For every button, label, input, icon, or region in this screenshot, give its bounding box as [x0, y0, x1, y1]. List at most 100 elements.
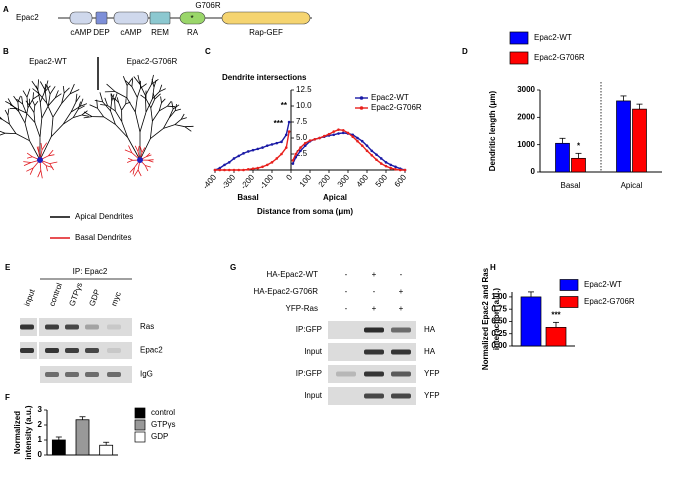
legend-text: Apical Dendrites	[75, 212, 133, 221]
legend-swatch	[509, 51, 529, 65]
dendrite	[83, 116, 93, 119]
y-tick-label: 2000	[517, 112, 535, 121]
y-tick-label: 3	[38, 405, 43, 414]
dendrite	[7, 115, 10, 125]
dendrite	[129, 167, 135, 173]
dendrite	[180, 113, 185, 120]
legend-swatch	[134, 419, 146, 431]
dendrite	[137, 74, 141, 85]
bar	[571, 157, 586, 173]
dendrite	[69, 89, 80, 95]
y-tick-label: 3000	[517, 85, 535, 94]
row-label: IP:GFP	[296, 325, 322, 334]
dendrite	[29, 105, 35, 113]
dendrite	[145, 165, 151, 168]
dendrite	[44, 83, 47, 93]
dendrite	[62, 117, 74, 125]
x-tick-label: 200	[317, 172, 333, 188]
condition-label: YFP-Ras	[286, 304, 318, 313]
dendrite	[77, 101, 81, 110]
significance: ***	[274, 119, 284, 128]
dendrite	[44, 80, 49, 91]
sign: -	[345, 304, 348, 313]
dendrite	[167, 105, 176, 108]
dendrite	[167, 100, 172, 107]
dendrite	[94, 100, 103, 103]
band	[107, 372, 121, 377]
point	[275, 141, 279, 145]
dendrite	[126, 77, 134, 86]
condition-label: HA-Epac2-WT	[266, 270, 318, 279]
band	[107, 348, 121, 353]
dendrite	[153, 79, 157, 88]
x-tick-label: Apical	[621, 181, 643, 190]
point	[218, 166, 222, 170]
dendrite	[39, 102, 43, 119]
series-line	[215, 128, 405, 171]
dendrite	[144, 165, 149, 172]
x-tick-label: -400	[201, 172, 219, 190]
domain-label: DEP	[93, 28, 109, 37]
point	[337, 132, 340, 135]
dendrite	[16, 98, 23, 105]
dendrite	[174, 108, 182, 112]
region-label: Apical	[323, 193, 347, 202]
bar	[99, 444, 114, 456]
dendrite	[131, 86, 138, 98]
band	[65, 372, 79, 377]
point	[256, 166, 260, 170]
condition-label: HA-Epac2-G706R	[254, 287, 319, 296]
point	[308, 139, 312, 142]
significance: **	[281, 101, 288, 110]
dendrite	[4, 109, 9, 116]
sign: -	[345, 270, 348, 279]
point	[398, 168, 402, 172]
dendrite	[25, 100, 30, 106]
dendrite	[124, 149, 132, 154]
dendrite	[113, 97, 119, 103]
mutation-label: G706R	[195, 1, 221, 10]
dendrite	[141, 147, 146, 153]
legend-marker	[359, 106, 364, 110]
dendrite	[46, 84, 51, 95]
dendrite	[17, 95, 21, 103]
legend-swatch	[134, 431, 146, 443]
dendrite	[46, 165, 53, 168]
legend-marker	[359, 96, 364, 100]
dendrite	[134, 111, 141, 133]
dendrite	[22, 103, 27, 114]
point	[270, 161, 274, 164]
dendrite	[26, 156, 33, 159]
x-tick-label: -100	[258, 172, 276, 190]
point	[313, 137, 317, 141]
x-tick-label: Basal	[560, 181, 580, 190]
dendrite	[15, 133, 30, 142]
dendrite	[34, 101, 39, 106]
point	[370, 149, 374, 153]
y-tick-label: 5.0	[296, 133, 308, 142]
dendrite	[55, 93, 62, 99]
sign: +	[372, 270, 377, 279]
point	[294, 152, 298, 156]
dendrite	[62, 85, 65, 94]
band	[391, 327, 411, 333]
row-label: Ras	[140, 322, 154, 331]
dendrite	[174, 119, 182, 125]
legend-swatch	[559, 279, 579, 291]
row-label: HA	[424, 347, 436, 356]
y-tick-label: 10.0	[296, 101, 312, 110]
domain	[69, 11, 93, 25]
bar	[520, 296, 542, 347]
dendrite	[145, 98, 152, 108]
dendrite	[47, 93, 51, 106]
dendrite	[168, 108, 174, 118]
dendrite	[75, 93, 78, 103]
dendrite	[114, 91, 128, 99]
y-tick-label: 0.25	[491, 329, 507, 338]
domain	[149, 11, 171, 25]
point	[270, 143, 274, 146]
dendrite	[48, 97, 56, 106]
dendrite	[110, 93, 115, 101]
point	[332, 133, 336, 137]
